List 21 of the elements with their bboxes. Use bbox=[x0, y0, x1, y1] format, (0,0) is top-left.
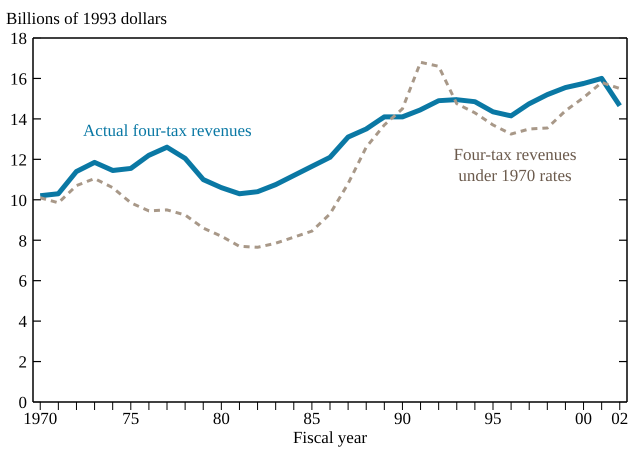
x-tick-label: 75 bbox=[122, 409, 140, 428]
y-tick-label: 16 bbox=[10, 69, 27, 88]
y-tick-label: 12 bbox=[10, 150, 27, 170]
x-axis-title: Fiscal year bbox=[292, 428, 368, 447]
x-tick-label: 90 bbox=[394, 409, 411, 428]
series-label: Actual four-tax revenues bbox=[83, 121, 252, 140]
y-axis-title: Billions of 1993 dollars bbox=[6, 9, 168, 28]
y-tick-label: 6 bbox=[18, 272, 27, 291]
series-label: Four-tax revenues under 1970 rates bbox=[454, 145, 576, 185]
y-tick-label: 8 bbox=[18, 231, 27, 250]
x-tick-label: 85 bbox=[303, 409, 320, 428]
x-tick-label: 80 bbox=[212, 409, 230, 428]
y-tick-label: 2 bbox=[18, 352, 27, 372]
x-tick-label: 00 bbox=[575, 409, 592, 428]
y-tick-label: 10 bbox=[10, 190, 27, 210]
y-tick-label: 14 bbox=[10, 110, 28, 129]
y-tick-label: 18 bbox=[10, 29, 27, 48]
x-tick-label: 02 bbox=[611, 409, 628, 428]
y-tick-label: 4 bbox=[18, 312, 28, 332]
x-tick-label: 95 bbox=[484, 409, 502, 428]
line-series bbox=[38, 60, 622, 249]
